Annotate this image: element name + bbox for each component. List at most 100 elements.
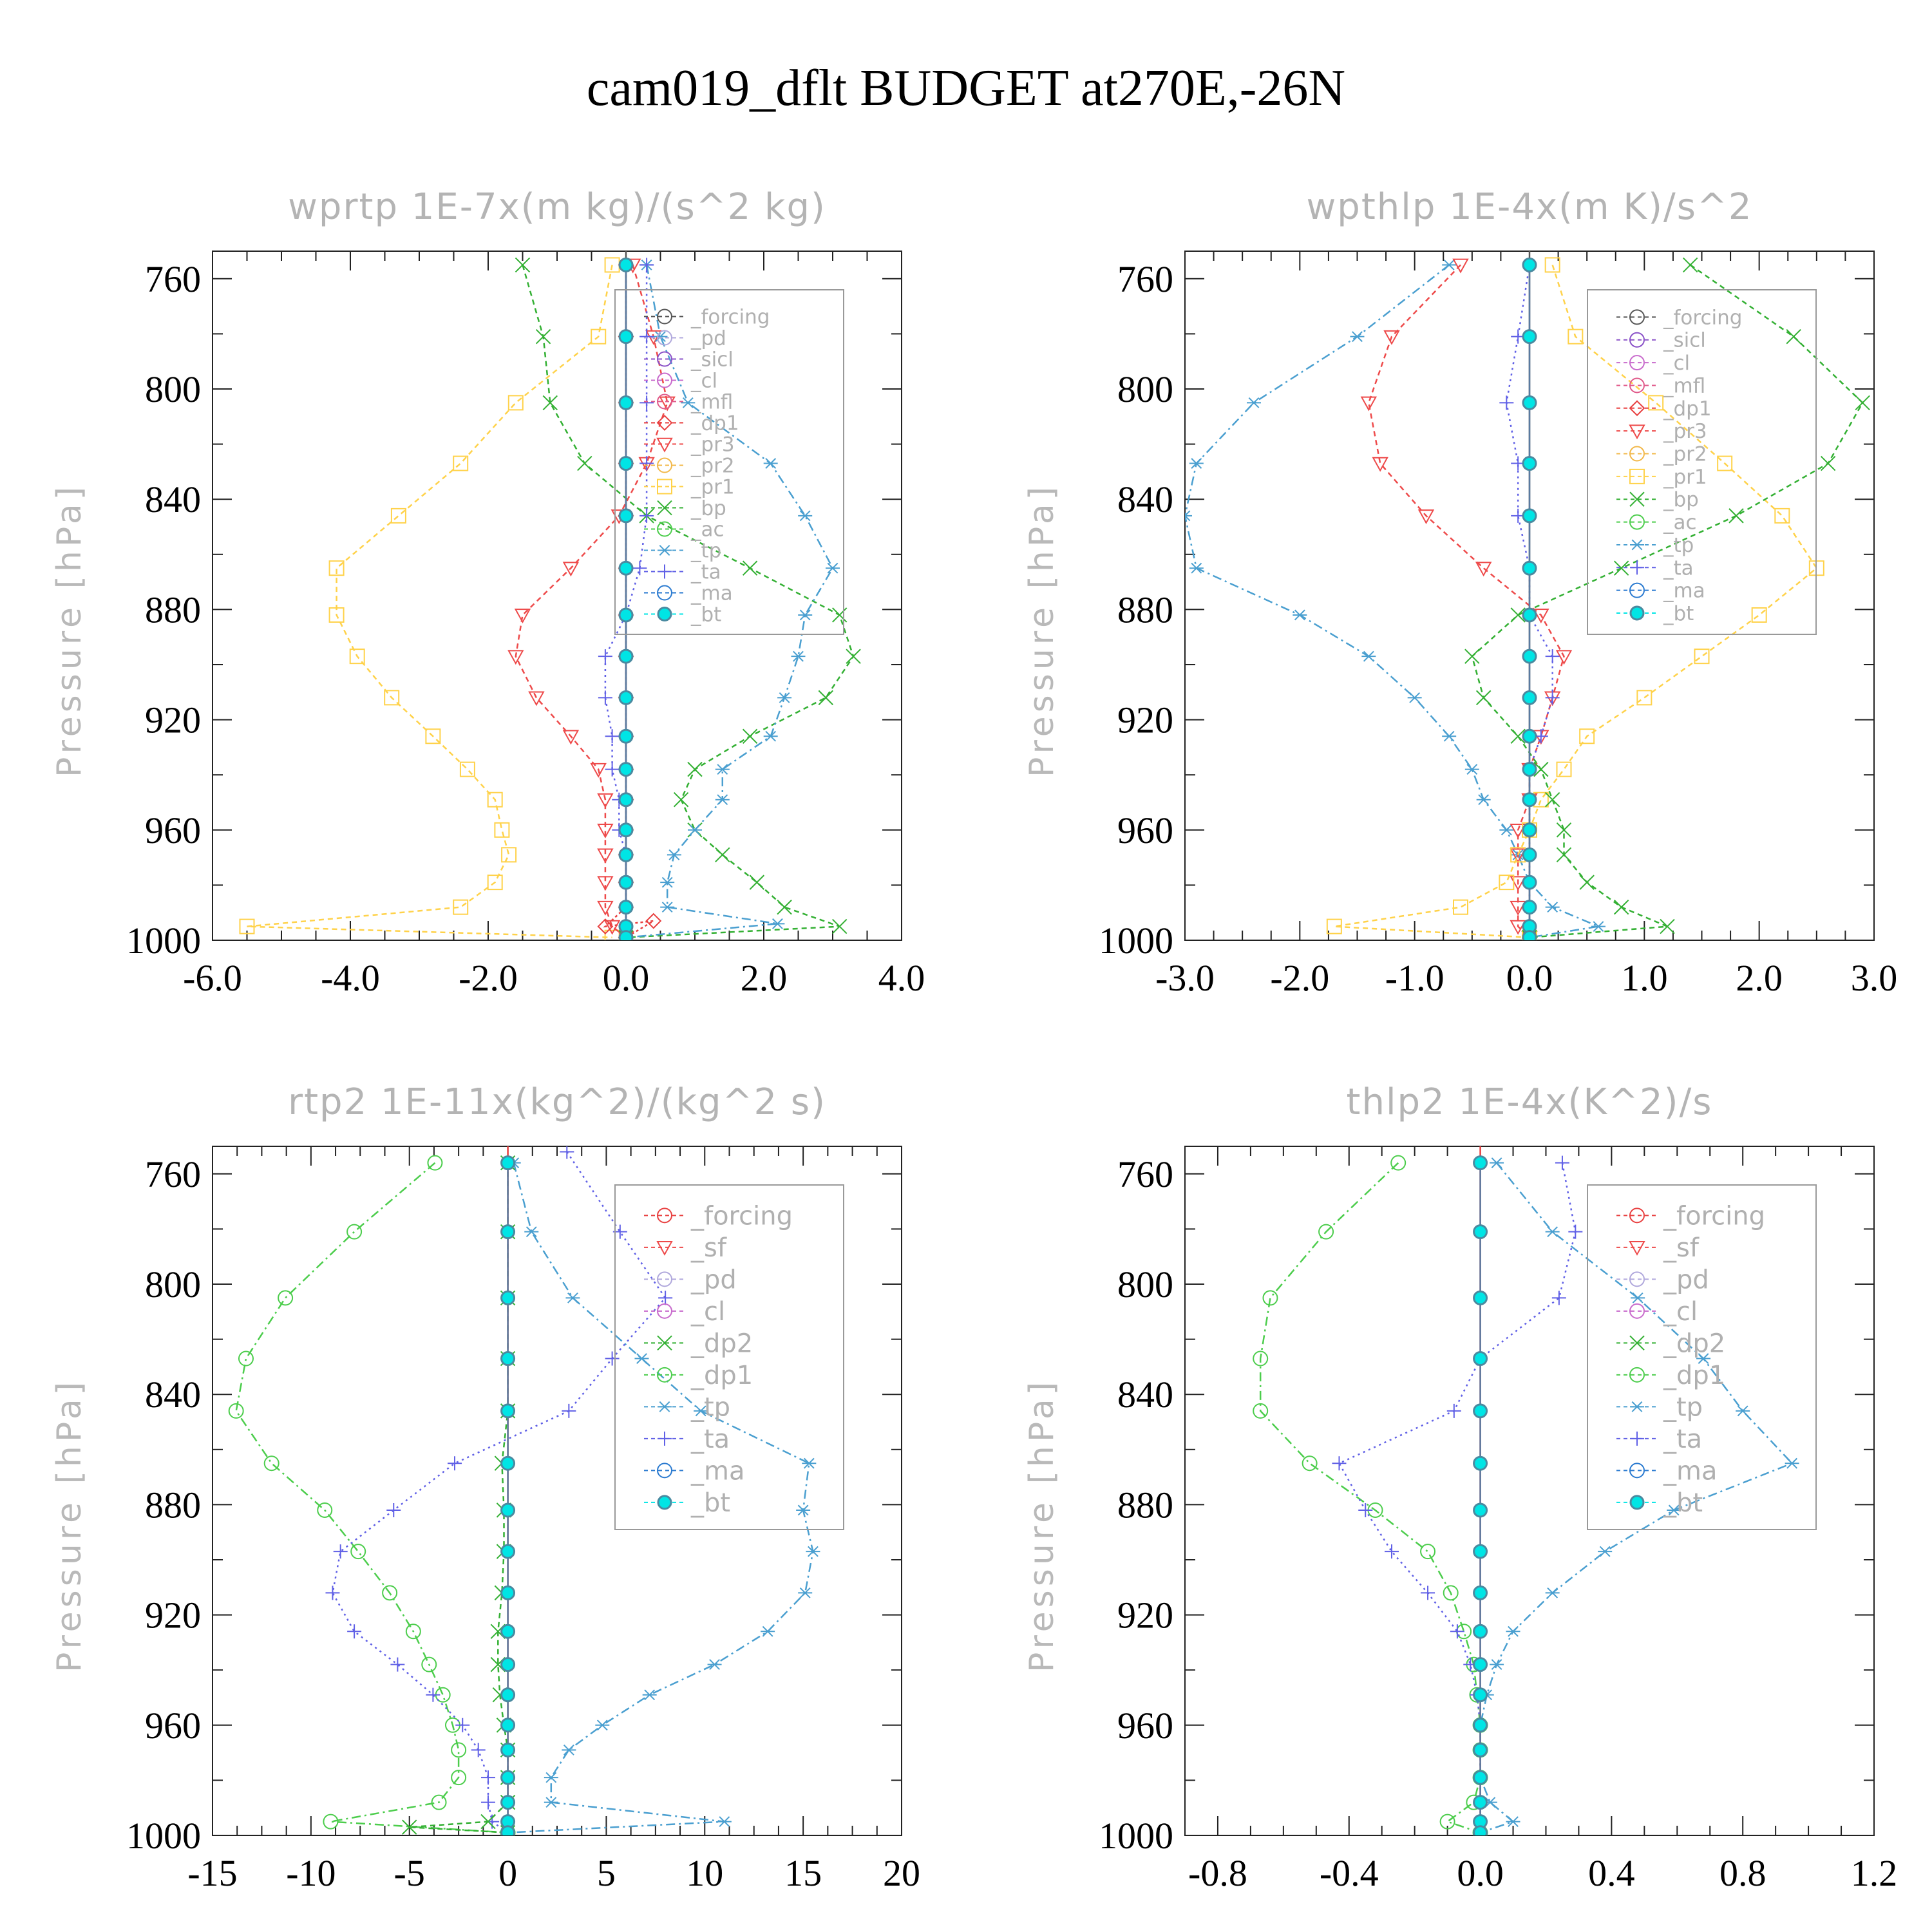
data-point [707,1659,722,1671]
data-point [427,1155,443,1171]
data-point [1510,920,1526,935]
legend-label: _pr2 [1663,443,1707,466]
data-point [1579,728,1595,744]
data-point [1253,1350,1269,1367]
data-point [1694,649,1710,665]
plot-area [1185,251,1870,940]
data-point [620,650,632,663]
legend-label: _bt [690,1488,730,1518]
data-point [431,1794,447,1810]
x-tick-label: 15 [784,1852,822,1894]
data-point [1523,258,1536,272]
data-point [524,1226,539,1238]
data-point [632,561,647,576]
data-point [1473,1503,1487,1517]
y-tick-label: 800 [1117,368,1173,410]
legend-label: _sicl [690,348,734,372]
data-point [1473,1688,1487,1701]
data-point [1442,259,1457,270]
data-point [715,847,730,863]
data-point [1510,824,1526,838]
series-tp [500,1157,820,1835]
data-point [1579,875,1595,890]
legend-label: _pr2 [690,455,735,478]
data-point [1523,691,1536,705]
x-tick-label: -2.0 [459,957,518,999]
data-point [1439,1814,1455,1830]
data-point [451,1770,467,1786]
data-point [455,1718,470,1732]
legend-label: _ma [1663,1456,1717,1486]
y-tick-label: 840 [145,478,201,520]
legend-marker [1629,1271,1645,1287]
x-tick-label: -2.0 [1270,957,1329,999]
y-tick-label: 920 [145,699,201,741]
legend-label: _tp [690,1392,730,1422]
legend-marker [657,308,672,325]
legend-label: _ta [1663,1425,1702,1454]
data-point [597,824,614,838]
data-point [501,1718,515,1732]
series-bp [515,257,861,940]
data-point [1544,792,1560,808]
legend-marker [1629,1208,1645,1224]
data-point-ring [1473,1624,1488,1639]
data-point [501,1586,515,1600]
y-tick-label: 880 [1117,1484,1173,1526]
data-point [1591,921,1605,933]
data-point [1598,1546,1613,1557]
legend-label: _pd [690,1265,737,1294]
data-point [544,1797,558,1808]
data-point [328,607,345,623]
data-point [382,1585,398,1601]
x-tick-label: -3.0 [1155,957,1215,999]
data-point-ring [1522,395,1537,410]
data-point [481,1770,495,1785]
data-point [1551,1291,1566,1305]
legend-label: _mfl [1663,374,1705,397]
data-point-ring [618,900,634,915]
data-point [1464,649,1480,664]
data-point [598,649,612,664]
data-point-ring [1473,1224,1488,1240]
data-point-ring [1522,508,1537,524]
x-tick-label: -0.8 [1188,1852,1247,1894]
legend-label: _ac [690,518,724,542]
data-point-ring [500,1657,516,1672]
data-point-ring [500,1718,516,1733]
data-point [501,1771,515,1785]
data-point-ring [618,649,634,664]
data-point [1555,650,1573,665]
data-point [328,560,345,576]
data-point [694,1405,708,1417]
data-point [590,762,607,778]
data-point [1473,1826,1487,1835]
plot-area [1253,1146,1799,1835]
data-point-ring [618,508,634,524]
y-tick-label: 960 [145,1705,201,1747]
series-line [1338,1162,1577,1833]
x-tick-label: 0.8 [1719,1852,1766,1894]
data-point [1499,824,1514,836]
data-point [620,691,632,705]
y-axis-label: Pressure [hPa] [1023,1378,1061,1672]
data-point [620,457,632,470]
data-point [1523,509,1536,522]
data-point-ring [618,762,634,777]
data-point-ring [618,395,634,410]
legend-marker [657,585,672,601]
data-point [798,1587,813,1598]
y-tick-label: 1000 [1099,920,1173,961]
panel-title: wpthlp 1E-4x(m K)/s^2 [1306,186,1752,228]
data-point [597,793,614,808]
legend-marker [657,1303,672,1319]
data-point [1660,918,1675,934]
legend-label: _bt [1663,602,1694,625]
data-point [1523,848,1536,862]
data-point [620,396,632,410]
data-point [1475,562,1492,577]
legend-marker [657,393,672,410]
x-tick-label: 1.0 [1621,957,1668,999]
data-point [1473,1156,1487,1170]
data-point [1667,1504,1681,1516]
